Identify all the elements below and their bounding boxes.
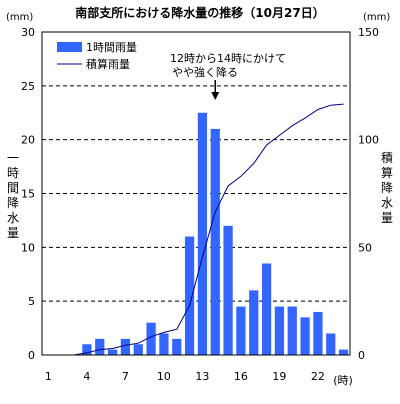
x-tick-label: 7 (122, 370, 129, 383)
hourly-bar (261, 263, 272, 355)
hourly-bar (95, 338, 105, 355)
hourly-bar (287, 306, 297, 355)
left-tick-label: 25 (21, 80, 35, 93)
hourly-bar (107, 349, 118, 355)
hourly-bar (249, 290, 259, 355)
axis-label-char: 時 (7, 166, 19, 180)
hourly-bars (82, 112, 349, 355)
hourly-bar (133, 344, 143, 355)
left-tick-label: 20 (21, 134, 35, 147)
annotation-arrow-head (211, 92, 220, 100)
left-tick-label: 10 (21, 241, 35, 254)
annotation-line-2: やや強く降る (172, 65, 238, 79)
right-tick-label: 50 (358, 241, 372, 254)
hourly-bar (146, 322, 156, 355)
hourly-bar (236, 306, 246, 355)
legend-bar-label: 1時間雨量 (86, 41, 137, 54)
axis-label-char: 水 (7, 211, 19, 225)
hourly-bar (159, 333, 169, 355)
axis-label-char: 間 (7, 181, 19, 195)
hourly-bar (326, 333, 336, 355)
legend-bar-swatch (57, 42, 82, 52)
axis-label-char: 量 (7, 226, 19, 240)
x-axis-unit: (時) (333, 374, 353, 387)
left-axis-ticks: 0 5 10 15 20 25 30 (21, 26, 35, 362)
cumulative-line (48, 103, 344, 356)
legend-line-label: 積算雨量 (86, 57, 130, 71)
hourly-bar (120, 338, 131, 355)
chart-title: 南部支所における降水量の推移（10月27日） (75, 5, 324, 20)
hourly-bar (313, 311, 323, 355)
plot-frame (41, 31, 351, 356)
left-axis-unit: (mm) (6, 12, 33, 23)
annotation: 12時から14時にかけて やや強く降る (170, 52, 286, 100)
axis-label-char: 水 (381, 196, 393, 210)
x-tick-label: 4 (83, 370, 90, 383)
right-tick-label: 0 (358, 349, 365, 362)
x-tick-label: 19 (272, 370, 286, 383)
hourly-bar (197, 112, 208, 355)
axis-label-char: 算 (381, 165, 393, 180)
annotation-line-1: 12時から14時にかけて (170, 52, 286, 65)
hourly-bar (184, 236, 195, 355)
x-tick-label: 13 (195, 370, 209, 383)
x-tick-label: 1 (45, 370, 52, 383)
gridlines (42, 85, 350, 302)
hourly-bar (223, 225, 233, 355)
axis-label-char: 降 (381, 181, 393, 195)
right-axis-ticks: 0 50 100 150 (358, 26, 379, 362)
hourly-bar (338, 349, 349, 355)
hourly-bar (82, 344, 92, 355)
legend: 1時間雨量 積算雨量 (57, 41, 137, 71)
hourly-bar (274, 306, 285, 355)
x-tick-label: 16 (234, 370, 248, 383)
left-tick-label: 30 (21, 26, 35, 39)
axis-label-char: 量 (381, 211, 393, 225)
x-tick-label: 22 (311, 370, 325, 383)
left-tick-label: 15 (21, 188, 35, 201)
hourly-bar (172, 338, 182, 355)
axis-label-char: 積 (381, 150, 393, 165)
hourly-bar (210, 128, 220, 355)
hourly-bar (300, 317, 310, 355)
right-tick-label: 100 (358, 134, 379, 147)
left-tick-label: 0 (28, 349, 35, 362)
left-tick-label: 5 (28, 295, 35, 308)
axis-label-char: 降 (7, 196, 19, 210)
x-axis-ticks: 1 4 7 10 13 16 19 22 (45, 370, 325, 383)
right-tick-label: 150 (358, 26, 379, 39)
right-axis-unit: (mm) (363, 12, 390, 23)
x-tick-label: 10 (157, 370, 171, 383)
axis-label-char: 一 (7, 151, 19, 165)
